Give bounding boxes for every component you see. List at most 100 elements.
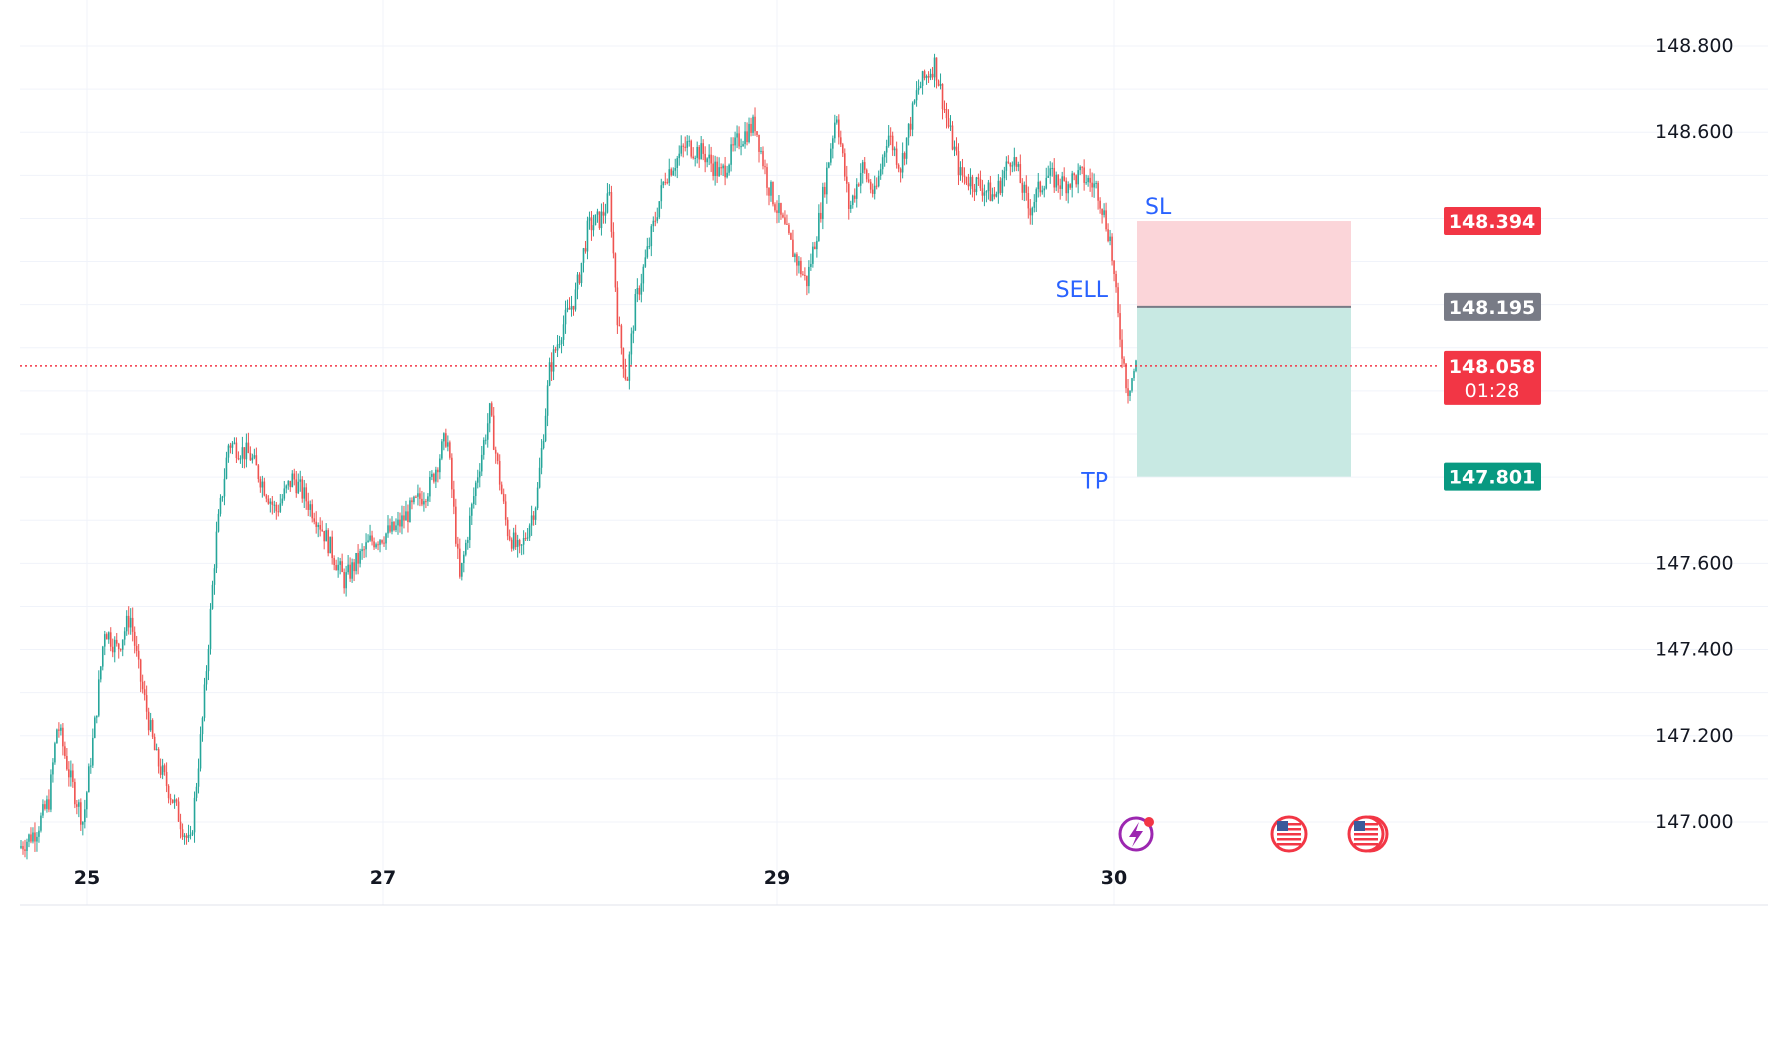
- events-layer[interactable]: [1118, 815, 1389, 853]
- candle-body: [778, 203, 780, 213]
- candle-body: [764, 166, 766, 168]
- candle-body: [608, 192, 611, 194]
- candle-body: [22, 846, 24, 850]
- candle-body: [540, 448, 543, 468]
- candle-body: [875, 185, 878, 187]
- us-flag-event-icon-double[interactable]: [1347, 815, 1389, 853]
- candle-body: [830, 148, 832, 163]
- candle-body: [1051, 167, 1054, 169]
- candle-body: [722, 165, 724, 169]
- candle-body: [688, 140, 691, 142]
- sl-price-tag[interactable]: 148.394: [1444, 207, 1541, 236]
- candle-body: [656, 217, 659, 221]
- candle-body: [153, 736, 156, 751]
- candle-body: [431, 473, 433, 477]
- candle-body: [879, 169, 882, 176]
- candle-body: [504, 501, 507, 520]
- candle-body: [530, 515, 533, 526]
- candle-body: [395, 525, 397, 531]
- candle-body: [347, 564, 349, 573]
- candle-body: [219, 497, 222, 514]
- candle-body: [267, 498, 270, 504]
- candle-body: [369, 535, 371, 541]
- candle-body: [1015, 157, 1018, 167]
- candle-body: [548, 362, 551, 386]
- candle-body: [546, 385, 549, 416]
- lightning-event-icon[interactable]: [1118, 816, 1154, 852]
- candle-body: [552, 349, 555, 372]
- candle-body: [584, 248, 587, 252]
- take-profit-zone[interactable]: [1137, 306, 1351, 477]
- candle-body: [1083, 167, 1085, 183]
- candle-body: [532, 515, 535, 520]
- candle-body: [231, 443, 234, 448]
- candle-body: [520, 544, 523, 546]
- tp-price-tag[interactable]: 147.801: [1444, 462, 1541, 491]
- candle-body: [93, 717, 96, 738]
- candle-body: [582, 248, 585, 263]
- candle-body: [151, 720, 154, 737]
- candle-body: [299, 479, 302, 482]
- stop-loss-zone[interactable]: [1137, 221, 1351, 307]
- candle-body: [937, 80, 940, 86]
- candle-body: [1113, 260, 1115, 274]
- candle-body: [1105, 210, 1107, 230]
- candle-body: [273, 504, 276, 506]
- candle-body: [522, 538, 525, 545]
- candle-body: [849, 204, 852, 209]
- price-axis[interactable]: 148.800 148.600 147.600 147.400 147.200 147.0…: [1444, 35, 1734, 833]
- candle-body: [568, 307, 571, 310]
- entry-price-tag-text: 148.195: [1449, 297, 1536, 319]
- candle-body: [832, 138, 834, 149]
- candle-body: [20, 846, 22, 848]
- candle-body: [492, 415, 495, 450]
- candle-body: [648, 246, 651, 248]
- candle-body: [1117, 287, 1119, 314]
- lightning-bolt: [1129, 822, 1143, 847]
- flag-stripe: [1277, 833, 1301, 836]
- candle-body: [931, 73, 934, 78]
- candle-body: [943, 109, 946, 111]
- candle-body: [233, 442, 236, 444]
- candle-body: [225, 457, 228, 479]
- candle-body: [1003, 170, 1006, 179]
- price-tick-label: 147.200: [1655, 725, 1734, 747]
- candle-body: [253, 455, 256, 458]
- candle-body: [508, 536, 511, 540]
- candle-body: [516, 540, 519, 548]
- flag-canton: [1277, 821, 1288, 831]
- candle-body: [317, 525, 319, 527]
- candle-body: [1085, 182, 1087, 184]
- candle-body: [437, 469, 439, 473]
- candle-body: [265, 495, 268, 499]
- candle-body: [1019, 164, 1022, 183]
- flag-canton: [1354, 821, 1365, 831]
- candle-body: [48, 799, 50, 810]
- price-tick-label: 148.800: [1655, 35, 1734, 57]
- candle-body: [139, 659, 142, 682]
- candle-body: [411, 500, 413, 503]
- candle-body: [909, 123, 912, 130]
- candle-body: [423, 501, 425, 505]
- candle-body: [215, 531, 218, 569]
- candle-body: [307, 501, 310, 510]
- sell-position-tool[interactable]: SL SELL TP: [1056, 195, 1351, 495]
- candle-body: [78, 802, 80, 807]
- candle-body: [50, 774, 52, 810]
- time-axis[interactable]: 25 27 29 30: [74, 867, 1127, 889]
- candle-body: [105, 634, 108, 640]
- candle-body: [283, 488, 286, 499]
- candle-body: [375, 544, 377, 548]
- candle-body: [628, 354, 631, 381]
- candles-layer: [20, 53, 1137, 860]
- us-flag-event-icon[interactable]: [1270, 815, 1308, 853]
- candle-body: [710, 154, 712, 164]
- candle-body: [941, 83, 944, 110]
- candle-body: [636, 288, 639, 294]
- entry-price-tag[interactable]: 148.195: [1444, 292, 1541, 321]
- candle-body: [1039, 181, 1042, 193]
- candle-body: [782, 214, 784, 218]
